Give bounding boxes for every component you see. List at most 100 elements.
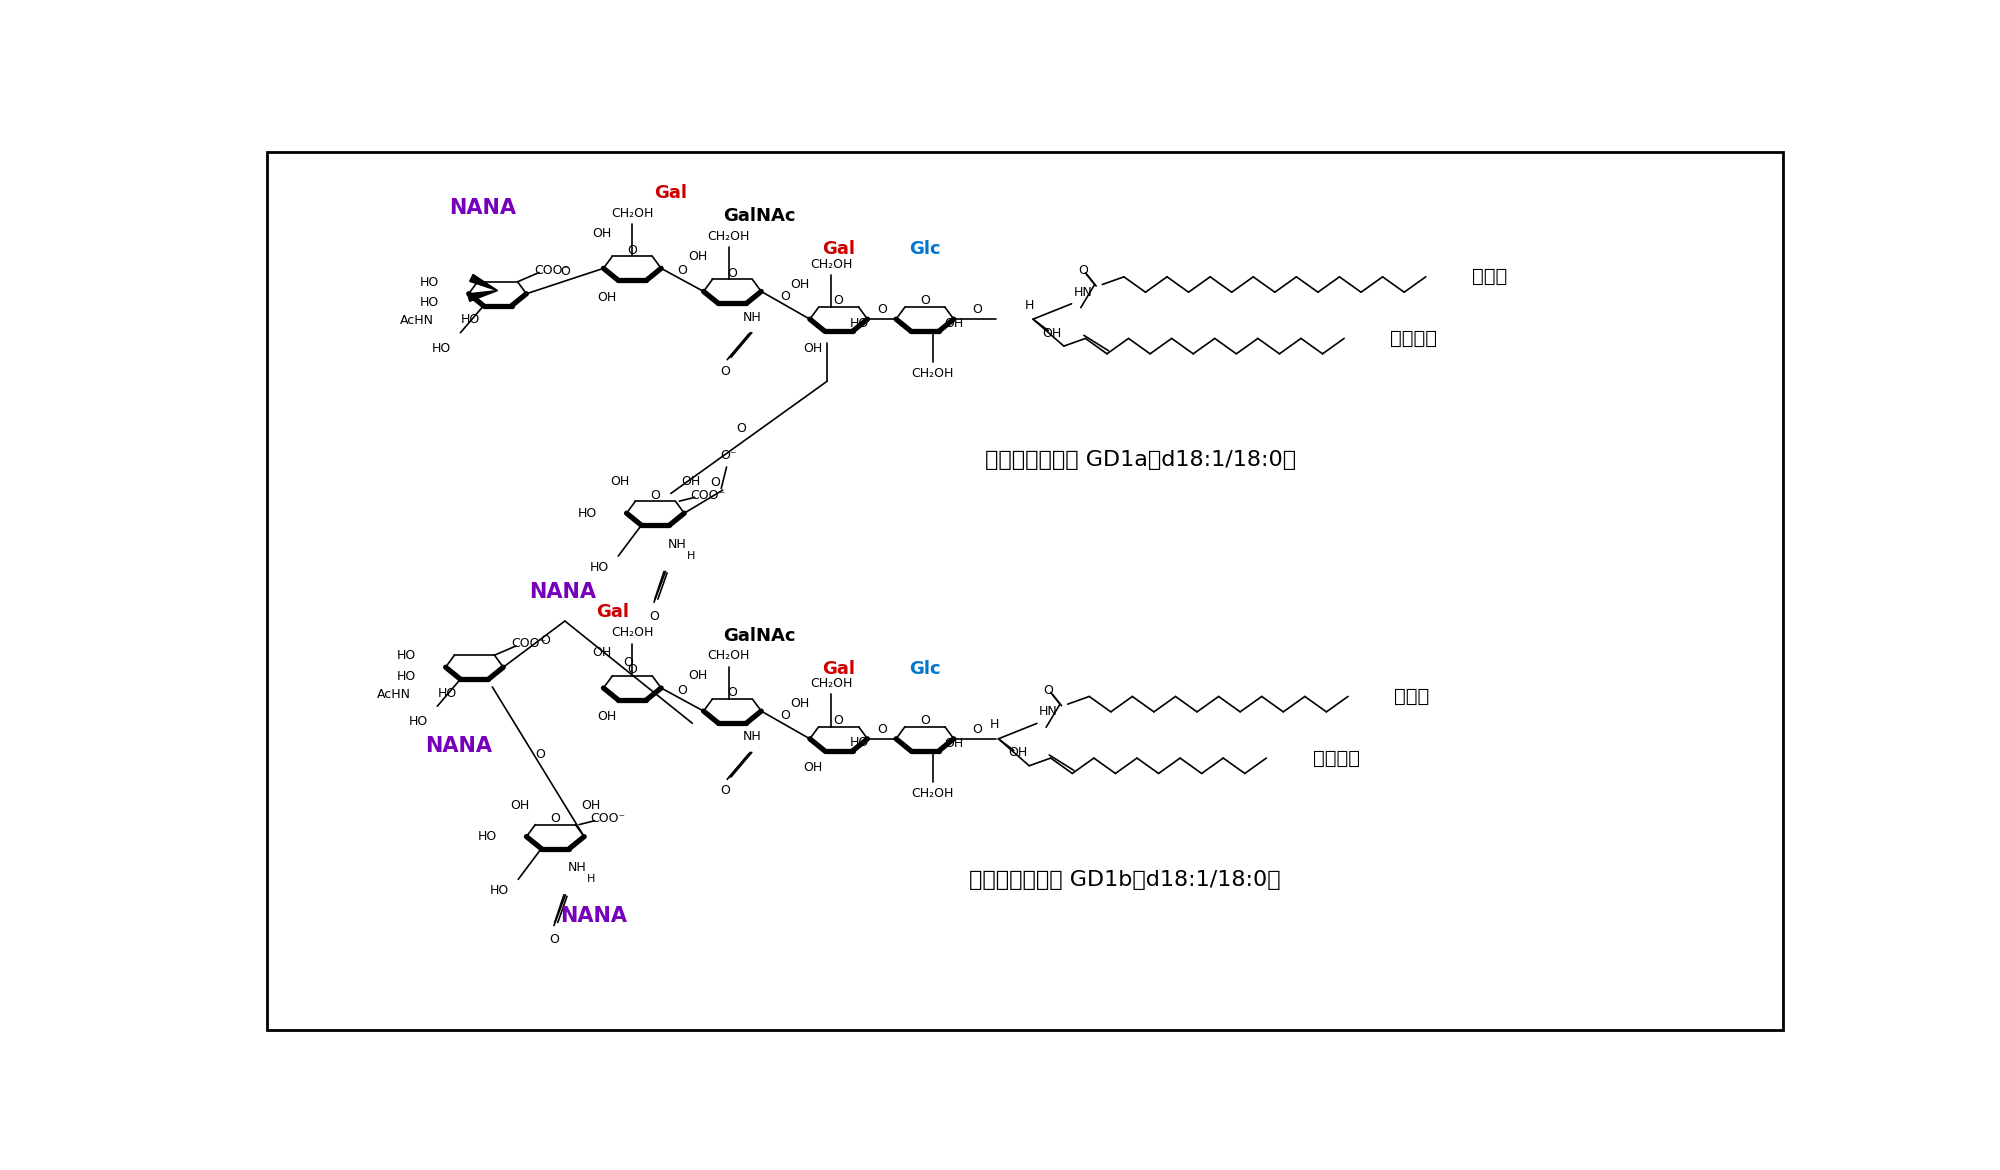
Text: HN: HN — [1040, 706, 1058, 718]
Text: O: O — [834, 714, 844, 727]
Text: O: O — [834, 295, 844, 308]
Text: HO: HO — [398, 670, 416, 683]
Text: Glc: Glc — [910, 240, 940, 257]
Text: HN: HN — [1074, 285, 1092, 298]
Text: O: O — [920, 295, 930, 308]
Text: OH: OH — [688, 669, 708, 682]
Text: O: O — [624, 656, 634, 669]
Text: OH: OH — [944, 317, 964, 330]
Text: O: O — [650, 489, 660, 502]
Text: O: O — [1078, 264, 1088, 277]
Text: O⁻: O⁻ — [720, 449, 738, 462]
Text: CH₂OH: CH₂OH — [912, 367, 954, 380]
Text: 長鎖塗基: 長鎖塗基 — [1390, 329, 1438, 347]
Text: O: O — [628, 243, 638, 256]
Text: O: O — [920, 714, 930, 727]
Text: H: H — [586, 874, 596, 885]
Text: OH: OH — [598, 291, 616, 304]
Text: 脂肪酸: 脂肪酸 — [1394, 687, 1430, 706]
Text: HO: HO — [850, 736, 870, 749]
Text: COO⁻: COO⁻ — [590, 812, 626, 825]
Text: O: O — [780, 289, 790, 303]
Text: Gal: Gal — [654, 184, 688, 201]
Text: 脂肪酸: 脂肪酸 — [1472, 267, 1508, 287]
Text: CH₂OH: CH₂OH — [708, 649, 750, 662]
Text: NANA: NANA — [426, 736, 492, 756]
Text: HO: HO — [398, 649, 416, 662]
Text: O: O — [780, 709, 790, 722]
Text: NH: NH — [568, 861, 586, 874]
Text: CH₂OH: CH₂OH — [612, 626, 654, 639]
Text: OH: OH — [582, 799, 600, 812]
Text: CH₂OH: CH₂OH — [912, 786, 954, 799]
Text: OH: OH — [592, 227, 612, 240]
Text: O: O — [536, 748, 546, 760]
Text: COO⁻: COO⁻ — [534, 263, 570, 276]
Text: ガングリオシド GD1a（d18:1/18:0）: ガングリオシド GD1a（d18:1/18:0） — [984, 450, 1296, 470]
Text: OH: OH — [682, 475, 700, 488]
Text: HO: HO — [490, 885, 508, 897]
Text: COO⁻: COO⁻ — [690, 489, 726, 502]
Text: O: O — [540, 634, 550, 647]
Text: HO: HO — [438, 687, 458, 700]
Text: H: H — [686, 551, 696, 562]
Text: H: H — [990, 718, 1000, 731]
Text: Glc: Glc — [910, 660, 940, 677]
Text: OH: OH — [610, 475, 630, 488]
Text: O: O — [972, 303, 982, 316]
Text: CH₂OH: CH₂OH — [810, 257, 852, 270]
Text: Gal: Gal — [822, 240, 856, 257]
Text: HO: HO — [432, 342, 450, 355]
Text: Gal: Gal — [596, 604, 630, 621]
Text: O: O — [1044, 683, 1054, 697]
Text: GalNAc: GalNAc — [724, 207, 796, 225]
Text: HO: HO — [590, 562, 608, 574]
Text: O: O — [650, 610, 658, 622]
Text: AcHN: AcHN — [376, 688, 410, 701]
Text: O: O — [728, 267, 738, 280]
Text: O: O — [720, 365, 730, 378]
Text: GalNAc: GalNAc — [724, 626, 796, 645]
Text: O: O — [728, 687, 738, 700]
Polygon shape — [470, 275, 498, 290]
Text: CH₂OH: CH₂OH — [810, 677, 852, 690]
Text: O: O — [678, 264, 688, 277]
Text: OH: OH — [1008, 746, 1028, 759]
Text: O: O — [876, 303, 886, 316]
Text: COO⁻: COO⁻ — [512, 638, 546, 651]
Text: 長鎖塗基: 長鎖塗基 — [1312, 749, 1360, 768]
Text: O: O — [678, 683, 688, 697]
Text: HO: HO — [408, 715, 428, 728]
Text: HO: HO — [420, 276, 440, 289]
Text: NANA: NANA — [560, 906, 628, 925]
Text: CH₂OH: CH₂OH — [612, 207, 654, 220]
Text: O: O — [876, 723, 886, 736]
Text: O: O — [548, 932, 558, 947]
Text: CH₂OH: CH₂OH — [708, 229, 750, 243]
Text: O: O — [560, 266, 570, 278]
Text: NANA: NANA — [448, 198, 516, 218]
Text: O: O — [972, 723, 982, 736]
Text: HO: HO — [478, 830, 498, 844]
Text: OH: OH — [688, 250, 708, 263]
Text: OH: OH — [790, 277, 810, 290]
Text: OH: OH — [790, 697, 810, 710]
Text: O: O — [736, 421, 746, 434]
Text: Gal: Gal — [822, 660, 856, 677]
Text: O: O — [720, 784, 730, 798]
Text: HO: HO — [420, 296, 440, 310]
Text: O: O — [710, 476, 720, 489]
Text: HO: HO — [850, 317, 870, 330]
Text: NANA: NANA — [530, 583, 596, 603]
Text: OH: OH — [804, 342, 822, 355]
Text: NH: NH — [744, 311, 762, 324]
Text: NH: NH — [668, 538, 686, 551]
Polygon shape — [468, 290, 498, 302]
Text: AcHN: AcHN — [400, 315, 434, 328]
Text: HO: HO — [578, 507, 598, 519]
Text: OH: OH — [944, 737, 964, 750]
Text: OH: OH — [592, 646, 612, 660]
Text: NH: NH — [744, 730, 762, 743]
Text: O: O — [628, 663, 638, 676]
Text: OH: OH — [804, 762, 822, 775]
